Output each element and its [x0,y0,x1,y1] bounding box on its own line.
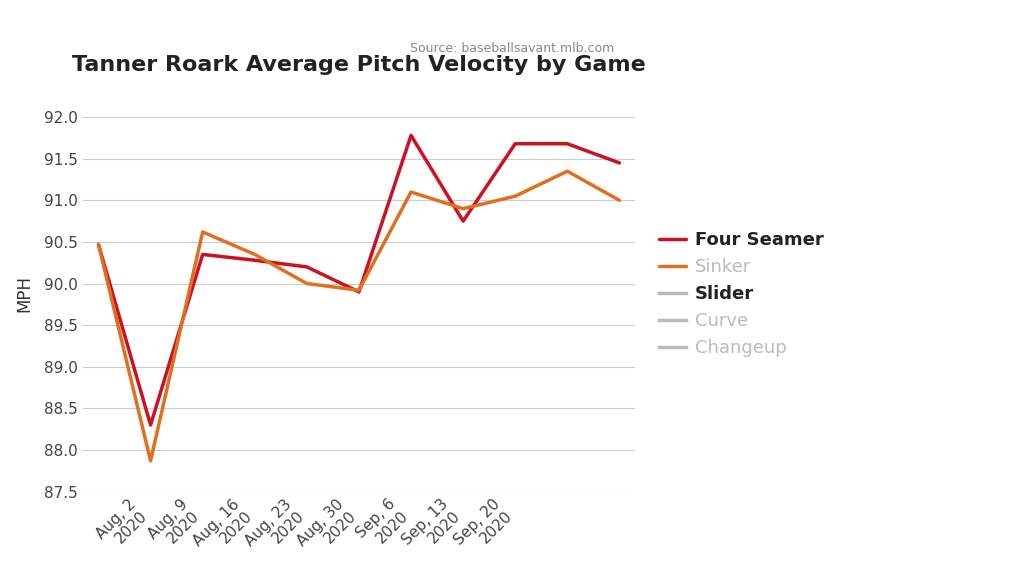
Sinker [301,280,313,287]
Four Seamer [613,160,626,166]
Four Seamer [457,218,469,225]
Text: Source: baseballsavant.mlb.com: Source: baseballsavant.mlb.com [410,43,614,55]
Sinker [249,251,261,258]
Four Seamer [301,263,313,270]
Sinker [92,241,104,248]
Y-axis label: MPH: MPH [15,275,33,312]
Line: Sinker: Sinker [98,171,620,461]
Sinker [144,457,157,464]
Sinker [509,193,521,200]
Four Seamer [197,251,209,258]
Sinker [353,287,366,294]
Sinker [613,197,626,204]
Title: Tanner Roark Average Pitch Velocity by Game: Tanner Roark Average Pitch Velocity by G… [72,55,646,75]
Four Seamer [404,132,417,139]
Sinker [404,188,417,195]
Four Seamer [144,422,157,429]
Sinker [561,168,573,175]
Four Seamer [249,257,261,264]
Line: Four Seamer: Four Seamer [98,135,620,425]
Four Seamer [561,141,573,147]
Legend: Four Seamer, Sinker, Slider, Curve, Changeup: Four Seamer, Sinker, Slider, Curve, Chan… [649,222,833,366]
Four Seamer [509,141,521,147]
Four Seamer [92,241,104,248]
Four Seamer [353,289,366,295]
Sinker [457,205,469,212]
Sinker [197,229,209,236]
